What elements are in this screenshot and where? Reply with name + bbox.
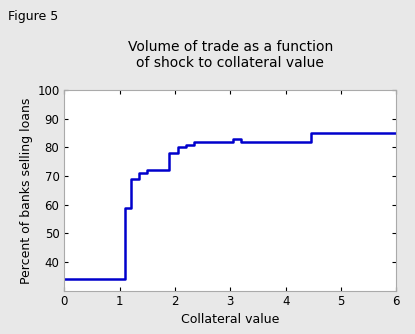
- Text: Volume of trade as a function
of shock to collateral value: Volume of trade as a function of shock t…: [128, 40, 333, 70]
- X-axis label: Collateral value: Collateral value: [181, 313, 280, 326]
- Y-axis label: Percent of banks selling loans: Percent of banks selling loans: [20, 97, 33, 284]
- Text: Figure 5: Figure 5: [8, 10, 59, 23]
